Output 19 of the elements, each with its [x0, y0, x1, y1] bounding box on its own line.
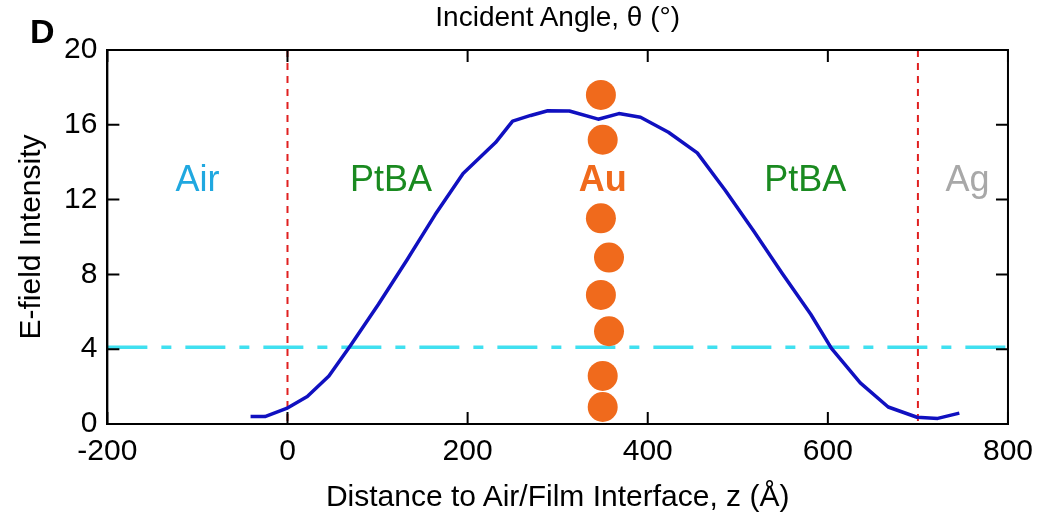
annotation: Air [175, 157, 220, 199]
y-tick-label: 16 [63, 106, 98, 140]
y-tick-label: 8 [80, 255, 98, 289]
text: D [30, 12, 55, 51]
annotation: Ag [945, 157, 990, 199]
annotation: Au [578, 157, 627, 199]
x-tick-label: 800 [982, 433, 1033, 467]
x-tick-label: 200 [442, 433, 493, 467]
text: Incident Angle, θ (°) [435, 0, 681, 32]
annotation: PtBA [350, 157, 433, 199]
y-tick-label: 12 [63, 180, 98, 214]
y-tick-label: 20 [63, 31, 98, 65]
x-axis-title: Distance to Air/Film Interface, z (Å) [325, 479, 790, 513]
x-tick-label: 600 [802, 433, 853, 467]
y-axis-title: E-field Intensity [13, 134, 47, 340]
x-tick-label: 400 [622, 433, 673, 467]
x-tick-label: 0 [279, 433, 296, 467]
y-tick-label: 4 [80, 330, 98, 364]
annotation: PtBA [764, 157, 847, 199]
